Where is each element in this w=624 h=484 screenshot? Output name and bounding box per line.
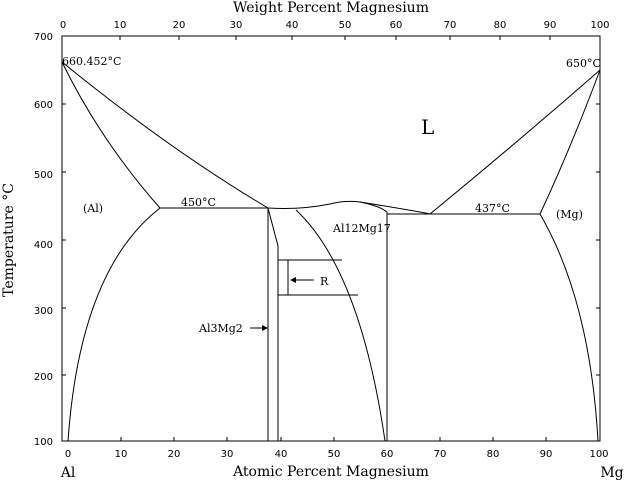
left-tick-label: 500 xyxy=(34,170,53,181)
left-axis-title: Temperature °C xyxy=(1,183,17,297)
plot-frame xyxy=(61,35,601,442)
al-melting-point-label: 660.452°C xyxy=(62,55,121,68)
top-tick-label: 70 xyxy=(444,20,457,31)
top-tick-label: 80 xyxy=(494,20,507,31)
top-tick-label: 0 xyxy=(60,20,66,31)
left-tick-label: 700 xyxy=(34,32,53,43)
top-tick-label: 60 xyxy=(390,20,403,31)
left-tick-label: 600 xyxy=(34,100,53,111)
al12mg17-liquidus-dome xyxy=(267,200,388,213)
bottom-tick-label: 60 xyxy=(381,449,394,460)
bottom-tick-label: 70 xyxy=(434,449,447,460)
bottom-tick-label: 80 xyxy=(487,449,500,460)
bottom-axis-title: Atomic Percent Magnesium xyxy=(232,464,429,480)
r-phase-label: R xyxy=(320,275,329,288)
al3mg2-arrow-head xyxy=(262,325,268,331)
top-tick-labels: 0 10 20 30 40 50 60 70 80 90 100 xyxy=(60,20,610,31)
al3mg2-label: Al3Mg2 xyxy=(198,322,243,335)
top-tick-label: 30 xyxy=(230,20,243,31)
al-end-label: Al xyxy=(60,465,76,481)
left-tick-label: 100 xyxy=(34,437,53,448)
r-arrow-head xyxy=(290,277,296,283)
solvus-mg-side xyxy=(539,213,599,442)
eutectic-450-label: 450°C xyxy=(181,196,216,209)
top-tick-label: 20 xyxy=(173,20,186,31)
bottom-tick-label: 30 xyxy=(221,449,234,460)
liquid-region-label: L xyxy=(421,115,434,139)
bottom-tick-label: 100 xyxy=(589,449,608,460)
left-tick-label: 400 xyxy=(34,240,53,251)
liquidus-to-eutectic-437 xyxy=(359,201,431,215)
bottom-tick-label: 0 xyxy=(65,449,71,460)
solvus-al-side xyxy=(67,207,161,442)
bottom-tick-label: 90 xyxy=(540,449,553,460)
left-tick-label: 300 xyxy=(34,306,53,317)
bottom-tick-labels: 0 10 20 30 40 50 60 70 80 90 100 xyxy=(65,449,609,460)
al12mg17-label: Al12Mg17 xyxy=(332,222,391,235)
bottom-tick-label: 20 xyxy=(168,449,181,460)
top-tick-label: 40 xyxy=(286,20,299,31)
mg-melting-point-label: 650°C xyxy=(566,57,601,70)
top-tick-label: 10 xyxy=(114,20,127,31)
liquidus-mg-side xyxy=(429,69,601,215)
top-tick-label: 100 xyxy=(590,20,609,31)
top-tick-label: 50 xyxy=(339,20,352,31)
mg-end-label: Mg xyxy=(600,465,623,481)
top-axis-title: Weight Percent Magnesium xyxy=(233,0,429,16)
eutectic-437-label: 437°C xyxy=(475,202,510,215)
bottom-tick-label: 10 xyxy=(115,449,128,460)
phase-boundaries xyxy=(61,61,601,442)
top-tick-label: 90 xyxy=(544,20,557,31)
solidus-al-side xyxy=(61,61,161,209)
tick-marks xyxy=(62,36,600,441)
al12mg17-left-solvus xyxy=(295,209,386,442)
liquidus-al-side xyxy=(61,61,269,209)
solidus-mg-side xyxy=(539,69,601,215)
mg-phase-label: (Mg) xyxy=(556,208,583,221)
bottom-tick-label: 50 xyxy=(328,449,341,460)
bottom-tick-label: 40 xyxy=(275,449,288,460)
al-phase-label: (Al) xyxy=(83,202,103,215)
left-tick-label: 200 xyxy=(34,372,53,383)
al3mg2-right-boundary xyxy=(267,207,279,441)
left-tick-labels: 100 200 300 400 500 600 700 xyxy=(34,32,53,448)
